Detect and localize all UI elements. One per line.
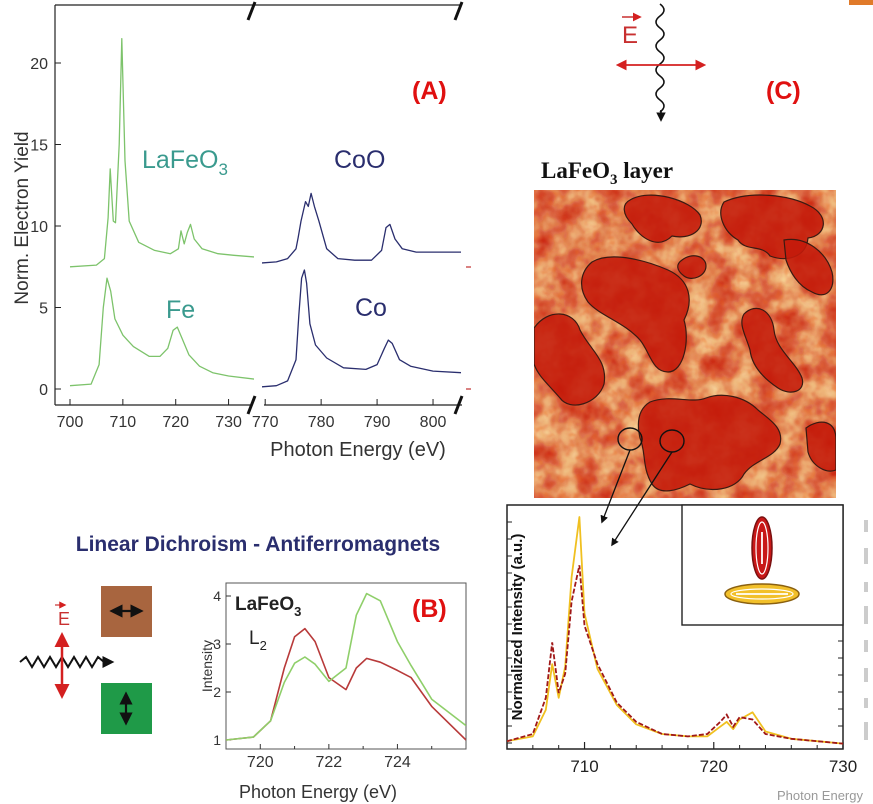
panel-c-plot-frame	[506, 504, 844, 750]
panel-a: 0 5 10 15 20 700 710 720 730 770 780 790 800 Norm. …	[12, 1, 471, 461]
horizontal-domain-inner-ring	[730, 588, 794, 600]
domain-region	[677, 255, 707, 279]
cropped-corner-decoration	[849, 0, 873, 5]
panel-b-title: Linear Dichroism - Antiferromagnets	[76, 533, 440, 556]
y-tick-label: 10	[30, 219, 48, 236]
x-tick-label: 730	[829, 757, 857, 776]
x-tick-label: 730	[215, 414, 242, 431]
x-tick-label: 720	[247, 754, 274, 771]
label-fe: Fe	[166, 296, 195, 324]
y-tick-label: 20	[30, 56, 48, 73]
axis-break-mark	[246, 395, 257, 415]
x-tick-label: 720	[700, 757, 728, 776]
perpendicular-spectrum-green	[226, 592, 466, 741]
label-lafeo3: LaFeO3	[142, 146, 228, 179]
domain-map-image	[534, 190, 836, 498]
x-tick-label: 724	[384, 754, 411, 771]
panel-b-edge-label: L2	[249, 628, 267, 653]
x-tick-label: 720	[162, 414, 189, 431]
domain-region	[637, 394, 782, 492]
domain-region	[741, 307, 804, 393]
y-tick-label: 4	[213, 588, 221, 604]
map-title: LaFeO3 layer	[541, 158, 673, 188]
y-tick-label: 3	[213, 636, 221, 652]
axis-break-mark	[453, 395, 464, 415]
x-tick-label: 800	[420, 414, 447, 431]
y-tick-label: 2	[213, 684, 221, 700]
panel-b-sample-label: LaFeO3	[235, 594, 301, 619]
domain-region	[783, 238, 834, 296]
panel-c-x-ray-wave-icon	[655, 3, 665, 113]
x-tick-label: 710	[110, 414, 137, 431]
x-tick-label: 722	[316, 754, 343, 771]
pointer-arrow-right	[611, 451, 673, 547]
label-coo: CoO	[334, 146, 385, 174]
label-co: Co	[355, 294, 387, 322]
domain-region	[581, 256, 690, 373]
domain-region	[534, 313, 606, 406]
coo-spectrum	[262, 192, 461, 264]
panel-a-tag: (A)	[412, 77, 447, 105]
panel-b: Linear Dichroism - Antiferromagnets E 1 2…	[19, 533, 467, 802]
panel-c-x-label-partial: Photon Energy	[777, 788, 864, 803]
x-tick-label: 790	[364, 414, 391, 431]
vertical-domain-inner-ring	[755, 521, 769, 575]
panel-b-tag: (B)	[412, 595, 447, 623]
x-tick-label: 780	[308, 414, 335, 431]
y-tick-label: 5	[39, 301, 48, 318]
y-tick-label: 1	[213, 732, 221, 748]
dark-domain-spectrum	[507, 565, 843, 745]
panel-b-plot-frame	[225, 582, 467, 750]
panel-b-x-label: Photon Energy (eV)	[239, 782, 397, 802]
bright-domain-spectrum	[507, 516, 843, 745]
e-vector-label: E	[58, 609, 70, 629]
panel-c-y-label: Normalized Intensity (a.u.)	[509, 534, 526, 721]
x-tick-label: 710	[570, 757, 598, 776]
fe-spectrum	[69, 277, 254, 387]
domain-region	[805, 421, 836, 472]
x-tick-label: 700	[57, 414, 84, 431]
panel-b-y-label: Intensity	[199, 640, 215, 692]
domain-region	[623, 194, 702, 243]
panel-a-y-label: Norm. Electron Yield	[12, 131, 33, 304]
domain-contours	[534, 194, 836, 492]
panel-c-tag: (C)	[766, 77, 801, 105]
y-tick-label: 15	[30, 138, 48, 155]
lafeo3-spectrum	[69, 37, 254, 268]
x-tick-label: 770	[252, 414, 279, 431]
panel-c: E (C) LaFeO3 layer	[506, 0, 873, 803]
parallel-spectrum-red	[226, 627, 466, 741]
panel-a-x-label: Photon Energy (eV)	[270, 439, 446, 461]
co-spectrum	[262, 269, 462, 388]
axis-break-mark	[453, 1, 464, 21]
panel-c-e-vector-label: E	[622, 22, 638, 49]
axis-break-mark	[246, 1, 257, 21]
pointer-arrow-left	[600, 449, 631, 524]
cropped-side-text	[864, 520, 868, 740]
y-tick-label: 0	[39, 382, 48, 399]
